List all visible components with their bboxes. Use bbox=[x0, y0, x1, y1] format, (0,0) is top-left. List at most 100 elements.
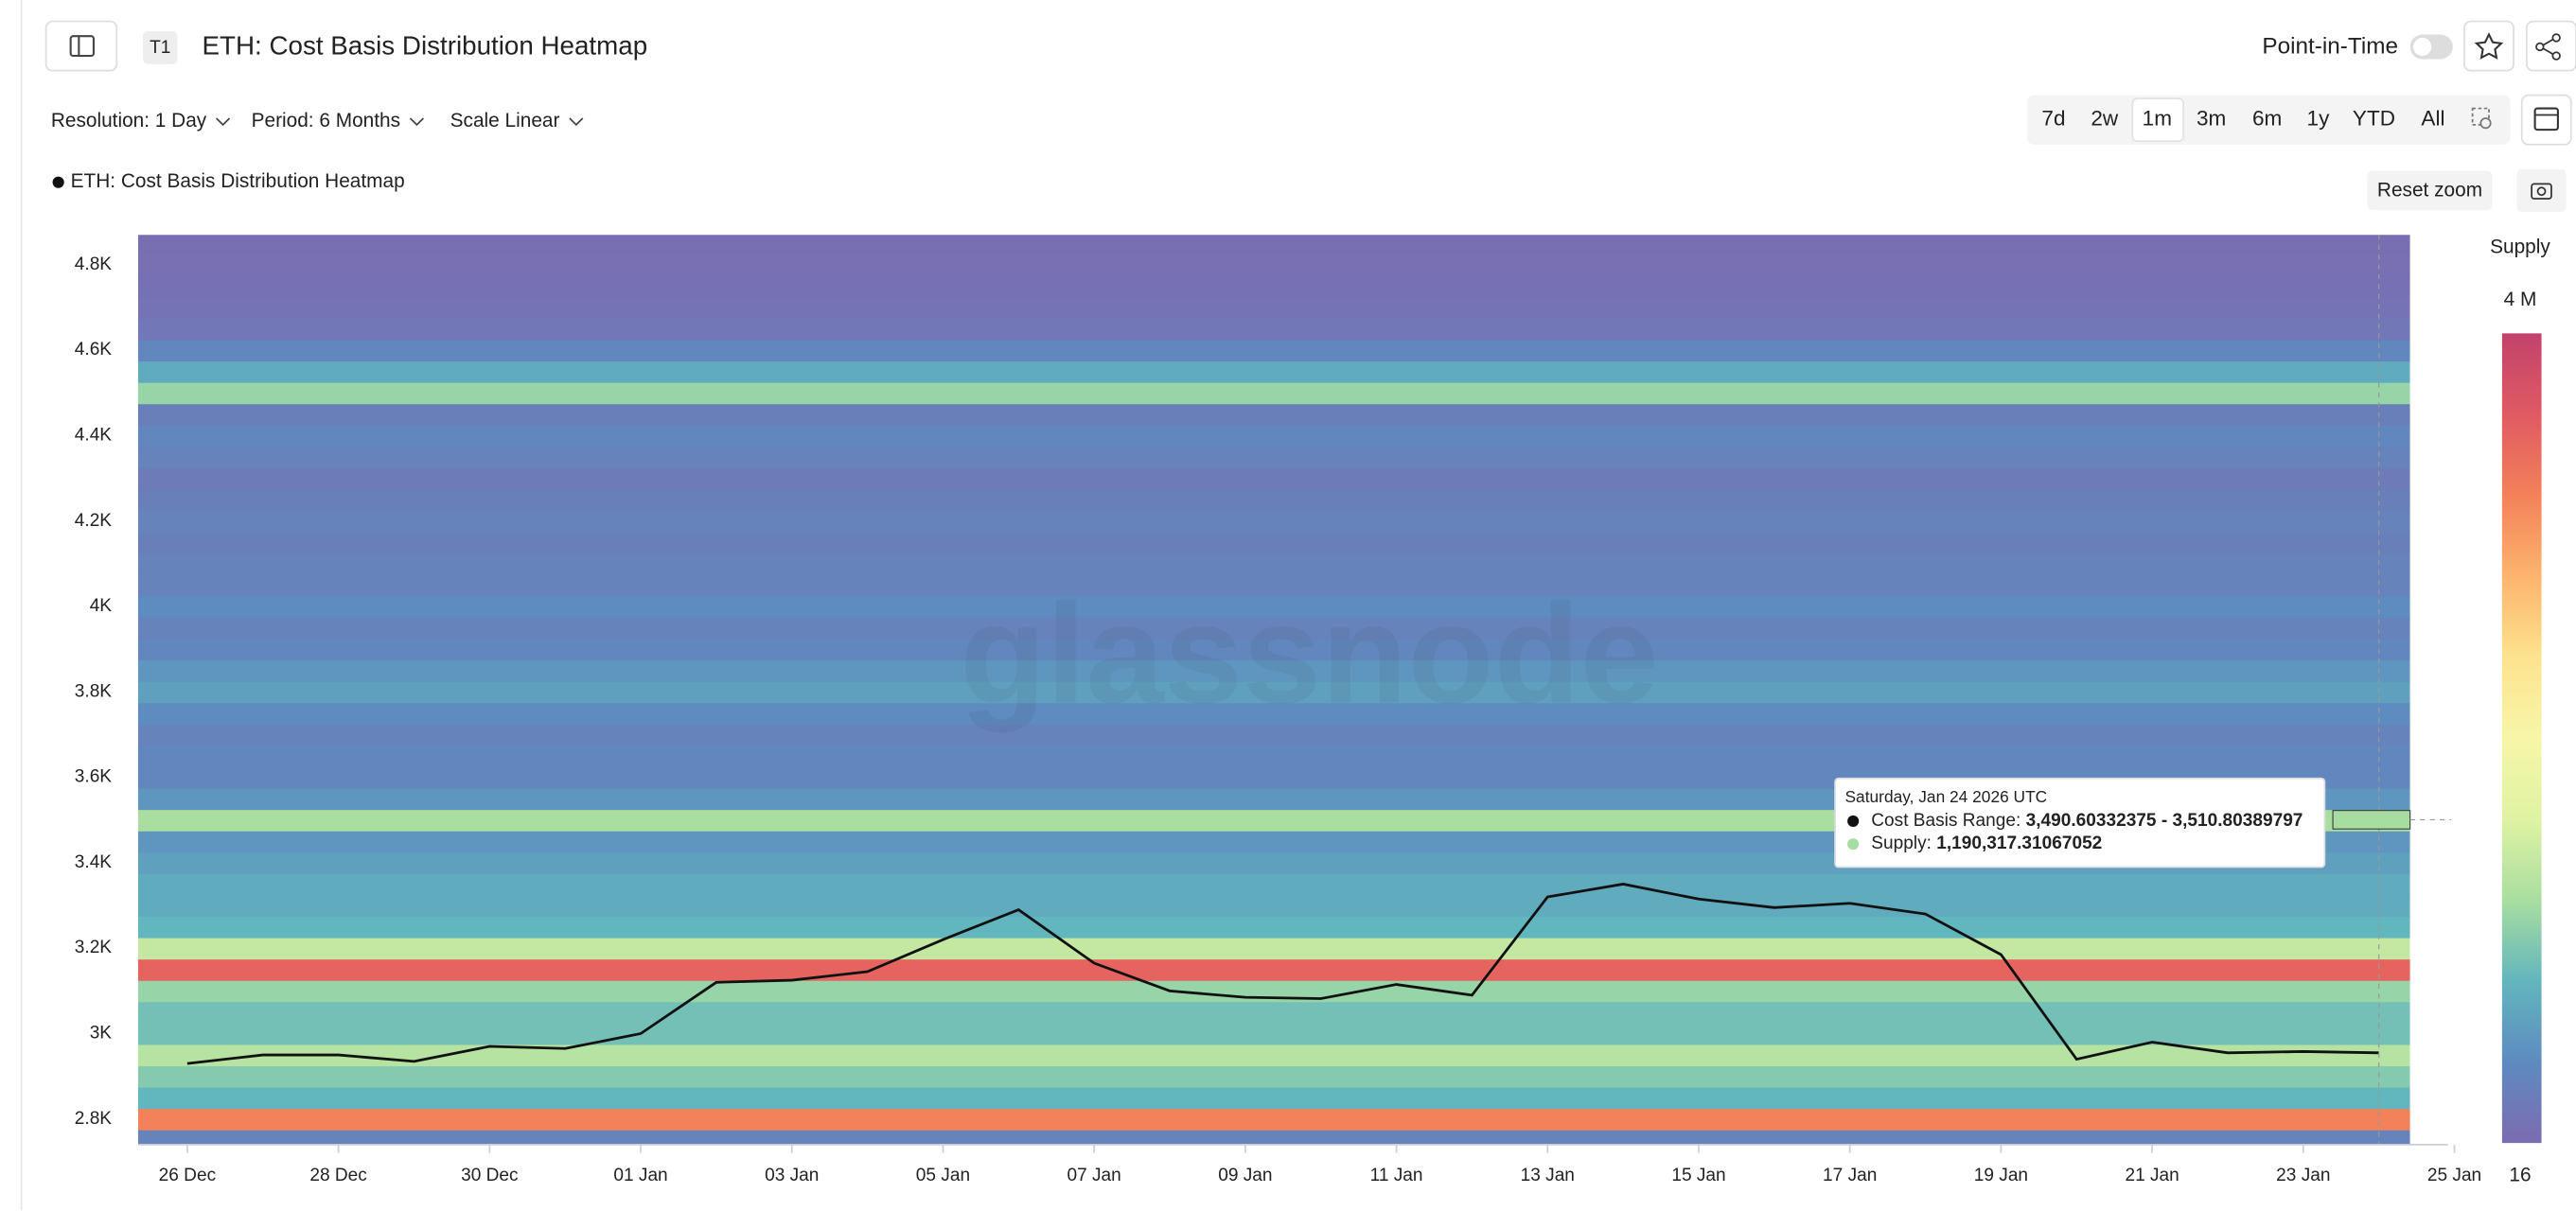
colorbar-title: Supply bbox=[2490, 237, 2550, 258]
heatmap-cell bbox=[137, 574, 2410, 597]
hover-cell bbox=[2332, 810, 2411, 830]
colorbar-tick-label: 4 M bbox=[2504, 289, 2537, 310]
range-value: 3,490.60332375 - 3,510.80389797 bbox=[2026, 811, 2303, 831]
heatmap-cell bbox=[137, 553, 2410, 575]
range-button[interactable]: 3m bbox=[2197, 107, 2226, 131]
heatmap-cell bbox=[137, 1044, 2410, 1067]
heatmap-cell bbox=[137, 1023, 2410, 1045]
heatmap-cell bbox=[137, 296, 2410, 319]
y-tick-label: 3.4K bbox=[75, 852, 113, 872]
range-button[interactable]: 1m bbox=[2143, 107, 2172, 131]
tooltip-supply: Supply: 1,190,317.31067052 bbox=[1871, 834, 2102, 853]
filter-dropdown[interactable]: Scale Linear bbox=[450, 110, 560, 132]
tag: T1 bbox=[150, 38, 170, 58]
x-tick-label: 19 Jan bbox=[1974, 1166, 2028, 1185]
x-tick-label: 05 Jan bbox=[916, 1166, 970, 1185]
y-tick-label: 4K bbox=[90, 596, 113, 616]
range-button[interactable]: 6m bbox=[2252, 107, 2282, 131]
dropdown-chevron bbox=[569, 117, 584, 127]
range-button[interactable]: 1y bbox=[2307, 107, 2331, 131]
price-line bbox=[186, 883, 2379, 1065]
y-tick-label: 4.8K bbox=[75, 254, 113, 274]
dropdown-chevron bbox=[216, 117, 231, 127]
calendar-button[interactable] bbox=[2520, 94, 2572, 146]
filter-dropdown[interactable]: Resolution: 1 Day bbox=[51, 110, 207, 132]
legend-marker bbox=[52, 176, 64, 188]
tag-box bbox=[143, 30, 178, 64]
x-tick-label: 28 Dec bbox=[309, 1166, 367, 1185]
zoom-select[interactable] bbox=[2471, 107, 2492, 130]
range-button[interactable]: YTD bbox=[2353, 107, 2395, 131]
colorbar-tick-label: 16 bbox=[2509, 1164, 2531, 1185]
heatmap-cell bbox=[137, 467, 2410, 490]
y-tick-label: 4.6K bbox=[75, 340, 113, 360]
heatmap-cell bbox=[137, 873, 2410, 896]
favorite-button[interactable] bbox=[2463, 20, 2514, 72]
tooltip: Saturday, Jan 24 2026 UTC Cost Basis Ran… bbox=[1834, 777, 2326, 869]
heatmap-cell bbox=[137, 339, 2410, 362]
range-button[interactable]: All bbox=[2421, 107, 2444, 131]
supply-value: 1,190,317.31067052 bbox=[1936, 834, 2102, 853]
camera-button[interactable] bbox=[2516, 168, 2567, 212]
legend-label[interactable]: ETH: Cost Basis Distribution Heatmap bbox=[71, 170, 405, 192]
x-tick-label: 26 Dec bbox=[159, 1166, 217, 1185]
heatmap-cell bbox=[137, 894, 2410, 918]
x-tick-label: 03 Jan bbox=[765, 1166, 819, 1185]
range-active bbox=[2131, 97, 2184, 143]
x-tick-label: 13 Jan bbox=[1521, 1166, 1575, 1185]
range-label: Cost Basis Range: bbox=[1871, 811, 2020, 831]
heatmap-cell bbox=[137, 510, 2410, 533]
range-button[interactable]: 7d bbox=[2041, 107, 2065, 131]
y-tick-label: 3K bbox=[90, 1024, 113, 1044]
heatmap-cell bbox=[137, 254, 2410, 276]
heatmap-cell bbox=[137, 937, 2410, 960]
x-tick-label: 07 Jan bbox=[1067, 1166, 1121, 1185]
point-in-time-label: Point-in-Time bbox=[2262, 34, 2398, 60]
x-tick-label: 21 Jan bbox=[2125, 1166, 2179, 1185]
heatmap-cell bbox=[137, 916, 2410, 939]
x-tick-label: 09 Jan bbox=[1218, 1166, 1272, 1185]
heatmap-cell bbox=[137, 724, 2410, 746]
share-button[interactable] bbox=[2526, 20, 2576, 72]
point-in-time-toggle[interactable] bbox=[2409, 34, 2453, 60]
heatmap-cell bbox=[137, 235, 2410, 255]
tooltip-marker bbox=[1847, 815, 1860, 827]
x-tick-label: 15 Jan bbox=[1671, 1166, 1725, 1185]
sidebar-toggle[interactable] bbox=[44, 20, 118, 72]
tooltip-range: Cost Basis Range: 3,490.60332375 - 3,510… bbox=[1871, 811, 2303, 831]
range-button[interactable]: 2w bbox=[2091, 107, 2119, 131]
heatmap-cell bbox=[137, 1108, 2410, 1131]
heatmap-cell bbox=[137, 1065, 2410, 1088]
heatmap-cell bbox=[137, 381, 2410, 405]
supply-label: Supply: bbox=[1871, 834, 1932, 853]
heatmap-cell bbox=[137, 681, 2410, 704]
x-tick-label: 25 Jan bbox=[2427, 1166, 2481, 1185]
heatmap-cell bbox=[137, 532, 2410, 554]
x-tick-label: 17 Jan bbox=[1823, 1166, 1877, 1185]
heatmap-cell bbox=[137, 659, 2410, 682]
y-tick-label: 2.8K bbox=[75, 1109, 113, 1129]
heatmap-cell bbox=[137, 617, 2410, 640]
reset-zoom-button[interactable]: Reset zoom bbox=[2367, 170, 2493, 211]
watermark: glassnode bbox=[960, 574, 1658, 732]
heatmap-cell bbox=[137, 595, 2410, 618]
reset-zoom-label[interactable]: Reset zoom bbox=[2377, 180, 2482, 202]
x-tick-label: 23 Jan bbox=[2276, 1166, 2330, 1185]
heatmap-cell bbox=[137, 425, 2410, 448]
heatmap-cell bbox=[137, 446, 2410, 468]
filter-dropdown[interactable]: Period: 6 Months bbox=[252, 110, 400, 132]
colorbar bbox=[2501, 333, 2542, 1144]
heatmap-cell bbox=[137, 403, 2410, 426]
heatmap-cell bbox=[137, 488, 2410, 512]
chart-title: ETH: Cost Basis Distribution Heatmap bbox=[203, 31, 648, 61]
y-tick-label: 3.2K bbox=[75, 938, 113, 957]
heatmap-cell bbox=[137, 318, 2410, 341]
x-tick-label: 01 Jan bbox=[613, 1166, 667, 1185]
heatmap-cell bbox=[137, 1130, 2410, 1145]
y-tick-label: 4.2K bbox=[75, 511, 113, 531]
heatmap-cell bbox=[137, 638, 2410, 661]
y-tick-label: 4.4K bbox=[75, 425, 113, 445]
y-tick-label: 3.8K bbox=[75, 681, 113, 701]
heatmap-cell bbox=[137, 360, 2410, 383]
